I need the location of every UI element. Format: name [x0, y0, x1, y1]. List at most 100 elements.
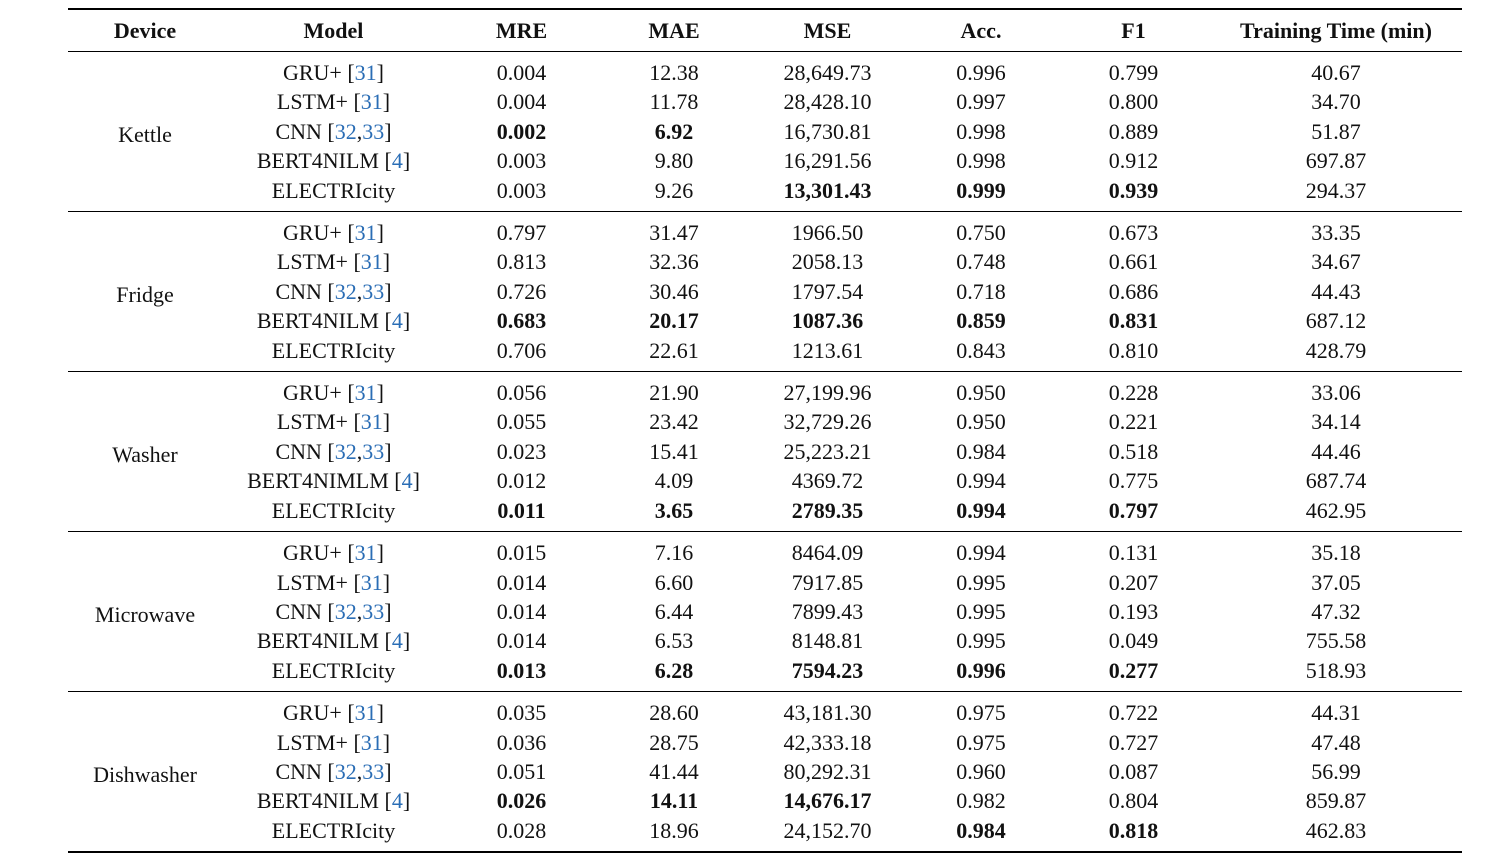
- metric-cell: 0.686: [1108, 278, 1159, 304]
- device-group: Dishwasher GRU+ [31] 0.035 28.60 43,181.30 0.…: [68, 692, 1462, 853]
- table-row: BERT4NILM [4] 0.683 20.17 1087.36 0.859 0.831…: [68, 306, 1462, 335]
- device-group: Microwave GRU+ [31] 0.015 7.16 8464.09 0.994 0…: [68, 532, 1462, 692]
- metric-cell: 3.65: [654, 497, 694, 523]
- metric-cell: 0.026: [496, 788, 547, 814]
- metric-cell: 8148.81: [791, 628, 864, 654]
- model-cell: CNN [32,33]: [275, 598, 392, 624]
- metric-cell: 294.37: [1305, 177, 1367, 203]
- metric-cell: 21.90: [649, 380, 699, 406]
- metric-cell: 0.775: [1108, 468, 1159, 494]
- table-row: LSTM+ [31] 0.004 11.78 28,428.10 0.997 0.800 3…: [68, 87, 1462, 116]
- model-cell: ELECTRIcity: [271, 817, 396, 843]
- table-row: LSTM+ [31] 0.014 6.60 7917.85 0.995 0.207 37.0…: [68, 568, 1462, 597]
- metric-cell: 56.99: [1311, 758, 1361, 784]
- model-cell: ELECTRIcity: [271, 657, 396, 683]
- model-cell: GRU+ [31]: [282, 220, 384, 246]
- metric-cell: 14.11: [649, 788, 699, 814]
- metric-cell: 0.999: [956, 177, 1006, 203]
- device-cell: Microwave: [94, 601, 196, 627]
- table-row: CNN [32,33] 0.023 15.41 25,223.21 0.984 0.518…: [68, 437, 1462, 466]
- metric-cell: 16,730.81: [783, 118, 872, 144]
- metric-cell: 9.26: [654, 177, 694, 203]
- table-row: LSTM+ [31] 0.055 23.42 32,729.26 0.950 0.221 3…: [68, 407, 1462, 436]
- metric-cell: 0.950: [956, 380, 1006, 406]
- metric-cell: 1087.36: [791, 308, 864, 334]
- metric-cell: 0.221: [1108, 409, 1159, 435]
- metric-cell: 0.035: [496, 700, 547, 726]
- metric-cell: 22.61: [649, 337, 699, 363]
- metric-cell: 47.32: [1311, 598, 1361, 624]
- metric-cell: 0.960: [956, 758, 1006, 784]
- metric-cell: 28,428.10: [783, 89, 872, 115]
- metric-cell: 0.994: [956, 540, 1006, 566]
- metric-cell: 15.41: [649, 438, 699, 464]
- metric-cell: 0.797: [496, 220, 547, 246]
- table-row: BERT4NILM [4] 0.026 14.11 14,676.17 0.982 0.8…: [68, 786, 1462, 815]
- table-row: Fridge GRU+ [31] 0.797 31.47 1966.50 0.750 0.6…: [68, 212, 1462, 307]
- metric-cell: 0.998: [956, 118, 1006, 144]
- table-row: ELECTRIcity 0.003 9.26 13,301.43 0.999 0.939 2…: [68, 176, 1462, 212]
- metric-cell: 0.843: [956, 337, 1006, 363]
- metric-cell: 4369.72: [791, 468, 864, 494]
- metric-cell: 0.975: [956, 729, 1006, 755]
- metric-cell: 44.46: [1311, 438, 1361, 464]
- table-row: Dishwasher GRU+ [31] 0.035 28.60 43,181.30 0.…: [68, 692, 1462, 787]
- metric-cell: 0.056: [496, 380, 547, 406]
- model-cell: CNN [32,33]: [275, 118, 392, 144]
- metric-cell: 28.60: [649, 700, 699, 726]
- device-cell: Washer: [112, 441, 178, 467]
- metric-cell: 0.003: [496, 148, 547, 174]
- metric-cell: 0.028: [496, 817, 547, 843]
- metric-cell: 43,181.30: [783, 700, 872, 726]
- table-row: ELECTRIcity 0.013 6.28 7594.23 0.996 0.277 518…: [68, 656, 1462, 692]
- metric-cell: 0.087: [1108, 758, 1159, 784]
- metric-cell: 30.46: [649, 278, 699, 304]
- table-row: CNN [32,33] 0.002 6.92 16,730.81 0.998 0.889 5…: [68, 117, 1462, 146]
- metric-cell: 0.810: [1108, 337, 1159, 363]
- metric-cell: 0.995: [956, 598, 1006, 624]
- model-cell: LSTM+ [31]: [276, 729, 391, 755]
- metric-cell: 0.718: [956, 278, 1006, 304]
- column-header: Acc.: [905, 8, 1057, 52]
- metric-cell: 0.722: [1108, 700, 1159, 726]
- metric-cell: 1797.54: [791, 278, 864, 304]
- metric-cell: 687.74: [1305, 468, 1367, 494]
- metric-cell: 0.673: [1108, 220, 1159, 246]
- metric-cell: 428.79: [1305, 337, 1367, 363]
- metric-cell: 32.36: [649, 249, 699, 275]
- table-row: ELECTRIcity 0.706 22.61 1213.61 0.843 0.810 42…: [68, 336, 1462, 372]
- table-row: ELECTRIcity 0.028 18.96 24,152.70 0.984 0.818…: [68, 816, 1462, 852]
- column-header: MAE: [598, 8, 750, 52]
- metric-cell: 687.12: [1305, 308, 1367, 334]
- model-cell: BERT4NILM [4]: [256, 308, 411, 334]
- column-header: Model: [222, 8, 445, 52]
- metric-cell: 0.998: [956, 148, 1006, 174]
- metric-cell: 7594.23: [791, 657, 864, 683]
- metric-cell: 23.42: [649, 409, 699, 435]
- metric-cell: 0.748: [956, 249, 1006, 275]
- metric-cell: 25,223.21: [783, 438, 872, 464]
- metric-cell: 0.013: [496, 657, 547, 683]
- metric-cell: 9.80: [654, 148, 694, 174]
- metric-cell: 11.78: [649, 89, 699, 115]
- metric-cell: 0.984: [956, 817, 1006, 843]
- metric-cell: 0.228: [1108, 380, 1159, 406]
- metric-cell: 4.09: [654, 468, 694, 494]
- model-cell: LSTM+ [31]: [276, 249, 391, 275]
- device-group: Fridge GRU+ [31] 0.797 31.47 1966.50 0.750 0.6…: [68, 212, 1462, 372]
- model-cell: ELECTRIcity: [271, 177, 396, 203]
- metric-cell: 80,292.31: [783, 758, 872, 784]
- table-row: CNN [32,33] 0.051 41.44 80,292.31 0.960 0.087…: [68, 757, 1462, 786]
- model-cell: ELECTRIcity: [271, 337, 396, 363]
- model-cell: BERT4NILM [4]: [256, 628, 411, 654]
- metric-cell: 1213.61: [791, 337, 864, 363]
- metric-cell: 0.036: [496, 729, 547, 755]
- metric-cell: 18.96: [649, 817, 699, 843]
- metric-cell: 0.002: [496, 118, 547, 144]
- model-cell: GRU+ [31]: [282, 540, 384, 566]
- metric-cell: 0.277: [1108, 657, 1159, 683]
- metric-cell: 0.750: [956, 220, 1006, 246]
- metric-cell: 0.984: [956, 438, 1006, 464]
- metric-cell: 697.87: [1305, 148, 1367, 174]
- metric-cell: 41.44: [649, 758, 699, 784]
